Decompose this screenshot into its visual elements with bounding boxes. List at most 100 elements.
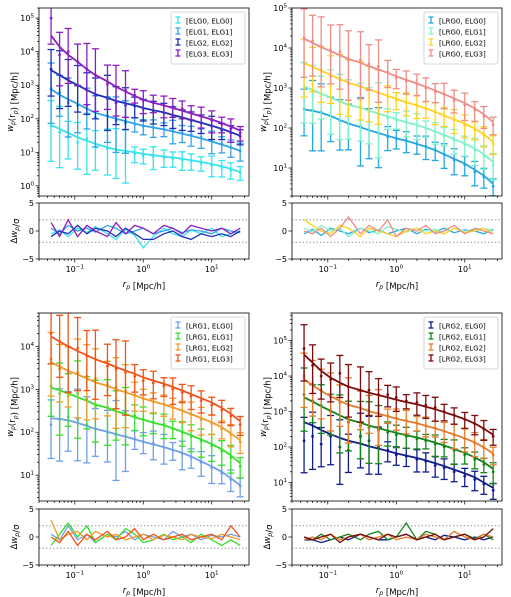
legend-label: [LRG2, ELG3] [439, 356, 486, 364]
errorbar-point [489, 428, 497, 446]
residual-line [50, 524, 241, 547]
errorbar-point [402, 70, 410, 95]
legend-box [423, 11, 499, 65]
series-line [50, 124, 241, 173]
errorbar-point [139, 118, 147, 136]
panel-top-left: 100 101 102 103 104 105 wp(rp) [Mpc/h] [ELG0, E… [6, 7, 250, 292]
errorbar-point [56, 314, 64, 378]
errorbar-point [489, 135, 497, 156]
errorbar-point [300, 8, 308, 78]
y-tick-label: 105 [273, 336, 287, 346]
errorbar-point [178, 383, 186, 404]
errorbar-point [384, 384, 392, 408]
errorbar-point [103, 64, 111, 111]
y-tick-label: 100 [20, 181, 34, 191]
series-line [303, 378, 494, 455]
axes-frame [291, 7, 503, 197]
data-point [359, 58, 362, 62]
errorbar-point [489, 446, 497, 466]
res-y-axis-label: Δwp/σ [10, 218, 22, 244]
errorbar-point [431, 82, 439, 104]
errorbar-point [83, 329, 91, 392]
errorbar-point [461, 135, 469, 157]
errorbar-point [480, 105, 488, 130]
y-tick-label: 104 [273, 43, 287, 53]
res-y-tick-label: 5 [29, 199, 34, 208]
legend-label: [LRG2, ELG2] [439, 345, 486, 353]
res-y-tick-label: 5 [282, 505, 287, 514]
legend-item: [LRG0, ELG0] [428, 16, 486, 26]
errorbar-point [218, 159, 226, 178]
data-point [367, 388, 371, 392]
errorbar-point [300, 324, 308, 382]
errorbar-point [208, 110, 216, 134]
y-axis-label: wp(rp) [Mpc/h] [259, 72, 273, 132]
data-point [106, 364, 109, 368]
errorbar-point [461, 467, 469, 488]
legend-label: [LRG0, ELG0] [439, 18, 486, 26]
res-y-tick-label: 0 [29, 227, 34, 236]
errorbar-point [139, 148, 147, 165]
axes-frame [38, 7, 250, 197]
errorbar-point [431, 456, 439, 478]
legend-label: [LRG1, ELG2] [186, 345, 233, 353]
y-tick-label: 102 [273, 123, 287, 133]
errorbar-point [178, 151, 186, 171]
errorbar-point [402, 447, 410, 468]
legend-label: [LRG2, ELG1] [439, 334, 486, 342]
data-point [238, 423, 242, 427]
errorbar-point [431, 434, 439, 457]
errorbar-point [384, 421, 392, 447]
errorbar-point [139, 369, 147, 396]
x-tick-label: 100 [136, 570, 150, 580]
legend-label: [LRG2, ELG0] [439, 323, 486, 331]
errorbar-point [208, 396, 216, 416]
legend-label: [LRG0, ELG1] [439, 29, 486, 37]
data-point [210, 403, 214, 407]
data-point [199, 399, 203, 402]
x-tick-label: 10−1 [319, 264, 338, 274]
errorbar-point [208, 414, 216, 436]
plot-area [300, 324, 497, 500]
errorbar-point [413, 449, 421, 473]
y-tick-label: 102 [273, 442, 287, 452]
legend-item: [LRG1, ELG2] [175, 343, 233, 353]
data-point [76, 140, 80, 144]
errorbar-point [103, 343, 111, 397]
errorbar-point [139, 90, 147, 115]
data-point [473, 478, 477, 482]
data-point [49, 423, 53, 427]
data-point [58, 53, 62, 57]
data-point [491, 434, 495, 438]
axes-frame [291, 312, 503, 502]
data-point [386, 393, 390, 397]
legend-label: [ELG2, ELG2] [186, 40, 233, 48]
errorbar-point [344, 363, 352, 418]
y-tick-label: 103 [273, 407, 287, 417]
data-point [377, 64, 380, 68]
legend: [ELG0, ELG0] [ELG1, ELG1] [ELG2, ELG2] [ELG… [170, 11, 246, 65]
errorbar-point [461, 92, 469, 122]
legend-item: [LRG1, ELG0] [175, 321, 233, 331]
legend-box [423, 316, 499, 370]
errorbar-point [131, 146, 139, 164]
residual-plot-area [39, 519, 249, 549]
y-tick-label: 101 [20, 148, 34, 158]
errorbar-point [112, 64, 120, 117]
errorbar-point [489, 116, 497, 136]
data-point [491, 163, 495, 167]
errorbar-point [208, 433, 216, 462]
x-axis-label: rp [Mpc/h] [123, 280, 165, 292]
data-point [302, 439, 306, 443]
series-line [50, 88, 241, 152]
axes-frame [38, 312, 250, 502]
y-tick-label: 101 [273, 163, 287, 173]
errorbar-point [227, 444, 235, 474]
errorbar-point [413, 430, 421, 450]
y-axis-label: wp(rp) [Mpc/h] [259, 377, 273, 437]
res-y-tick-label: 0 [29, 533, 34, 542]
errorbar-point [197, 156, 205, 172]
data-point [133, 374, 137, 378]
res-y-tick-label: −5 [275, 255, 287, 264]
